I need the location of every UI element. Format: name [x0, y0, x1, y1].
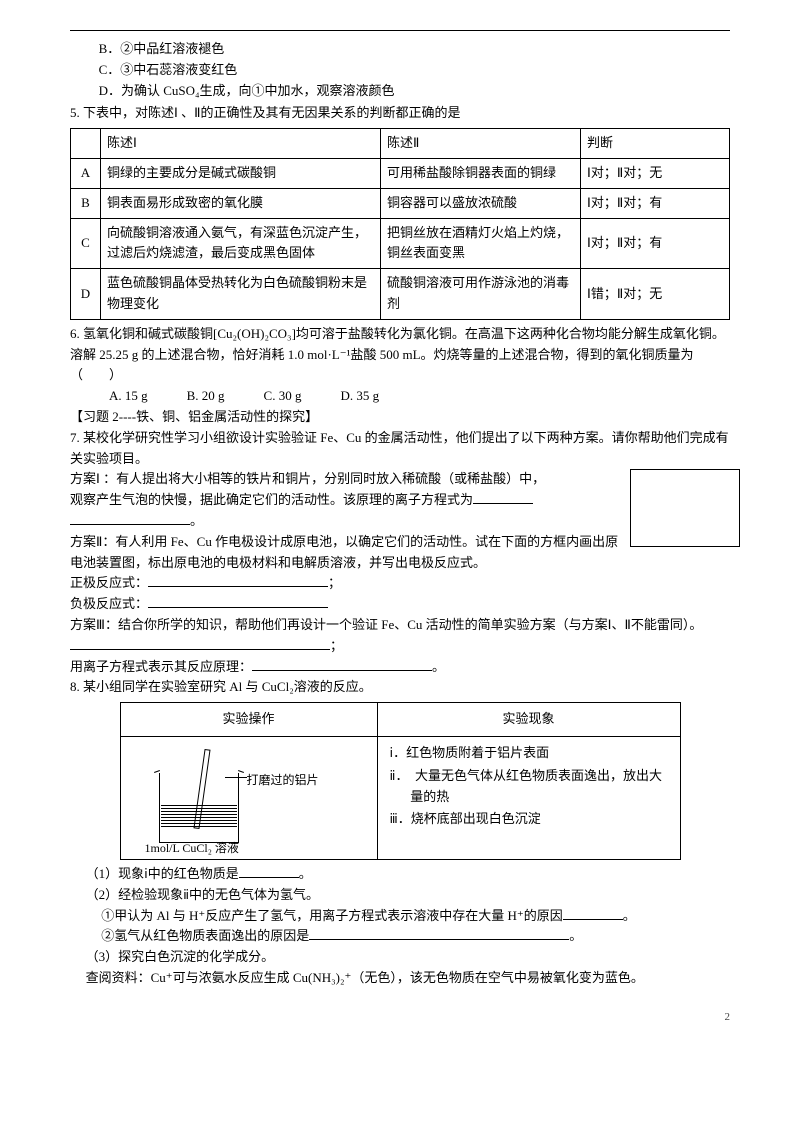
q5-stem: 5. 下表中，对陈述Ⅰ 、Ⅱ的正确性及其有无因果关系的判断都正确的是 — [70, 103, 730, 124]
row-letter: A — [71, 158, 101, 188]
q8-phenomena-cell: ⅰ．红色物质附着于铝片表面 ⅱ． 大量无色气体从红色物质表面逸出，放出大量的热 … — [377, 736, 680, 859]
q7-pos-label: 正极反应式： — [70, 575, 148, 590]
th-s1: 陈述Ⅰ — [101, 129, 381, 159]
blank — [563, 919, 623, 920]
solution-label: 1mol/L CuCl₂ 溶液 — [145, 839, 239, 858]
q7-plan3-blank: ； — [70, 636, 730, 657]
liquid-hatch — [161, 805, 237, 829]
beaker-diagram: 打磨过的铝片 1mol/L CuCl₂ 溶液 — [129, 743, 369, 853]
blank — [239, 877, 299, 878]
period: 。 — [569, 928, 582, 943]
blank — [148, 586, 328, 587]
phen-3: ⅲ．烧杯底部出现白色沉淀 — [390, 809, 672, 830]
blank — [148, 607, 328, 608]
row-s1: 蓝色硫酸铜晶体受热转化为白色硫酸铜粉末是物理变化 — [101, 269, 381, 320]
q4-opt-b: B．②中品红溶液褪色 — [99, 39, 730, 60]
blank — [473, 503, 533, 504]
q6-choices: A. 15 g B. 20 g C. 30 g D. 35 g — [70, 386, 730, 407]
row-judge: Ⅰ错；Ⅱ对；无 — [581, 269, 730, 320]
q7-positive: 正极反应式： ； — [70, 573, 730, 594]
blank — [70, 524, 190, 525]
th-blank — [71, 129, 101, 159]
row-judge: Ⅰ对；Ⅱ对；有 — [581, 188, 730, 218]
q8-sub2a-text: ①甲认为 Al 与 H⁺反应产生了氢气，用离子方程式表示溶液中存在大量 H⁺的原… — [101, 908, 563, 923]
row-letter: C — [71, 218, 101, 269]
q7-negative: 负极反应式： — [70, 594, 730, 615]
table-row: B 铜表面易形成致密的氧化膜 铜容器可以盛放浓硫酸 Ⅰ对；Ⅱ对；有 — [71, 188, 730, 218]
q7-plan3-a: 方案Ⅲ：结合你所学的知识，帮助他们再设计一个验证 Fe、Cu 活动性的简单实验方… — [70, 615, 730, 636]
table-header-row: 陈述Ⅰ 陈述Ⅱ 判断 — [71, 129, 730, 159]
q5-table: 陈述Ⅰ 陈述Ⅱ 判断 A 铜绿的主要成分是碱式碳酸铜 可用稀盐酸除铜器表面的铜绿… — [70, 128, 730, 320]
q8-sub3-info: 查阅资料：Cu⁺可与浓氨水反应生成 Cu(NH₃)₂⁺（无色），该无色物质在空气… — [70, 968, 730, 989]
table-row: 打磨过的铝片 1mol/L CuCl₂ 溶液 ⅰ．红色物质附着于铝片表面 ⅱ． … — [120, 736, 680, 859]
blank — [309, 939, 569, 940]
row-s1: 铜表面易形成致密的氧化膜 — [101, 188, 381, 218]
semicolon: ； — [330, 638, 343, 653]
period: 。 — [190, 513, 203, 528]
q8-sub2b: ②氢气从红色物质表面逸出的原因是 。 — [70, 926, 730, 947]
q8-operation-cell: 打磨过的铝片 1mol/L CuCl₂ 溶液 — [120, 736, 377, 859]
q7-neg-label: 负极反应式： — [70, 596, 148, 611]
period: 。 — [432, 659, 445, 674]
top-rule — [70, 30, 730, 31]
q8-sub2a: ①甲认为 Al 与 H⁺反应产生了氢气，用离子方程式表示溶液中存在大量 H⁺的原… — [70, 906, 730, 927]
row-s1: 铜绿的主要成分是碱式碳酸铜 — [101, 158, 381, 188]
period: 。 — [299, 866, 312, 881]
q4-opt-c: C．③中石蕊溶液变红色 — [99, 60, 730, 81]
q6-stem: 6. 氢氧化铜和碱式碳酸铜[Cu₂(OH)₂CO₃]均可溶于盐酸转化为氯化铜。在… — [70, 324, 730, 386]
phen-2: ⅱ． 大量无色气体从红色物质表面逸出，放出大量的热 — [390, 766, 672, 808]
q8-table: 实验操作 实验现象 打磨过的铝片 1mol/L CuCl₂ 溶液 — [120, 702, 681, 860]
q8-th2: 实验现象 — [377, 703, 680, 737]
q7-plan1-b-text: 观察产生气泡的快慢，据此确定它们的活动性。该原理的离子方程式为 — [70, 492, 473, 507]
row-letter: B — [71, 188, 101, 218]
q8-sub1-text: （1）现象ⅰ中的红色物质是 — [86, 866, 239, 881]
row-s2: 可用稀盐酸除铜器表面的铜绿 — [381, 158, 581, 188]
row-judge: Ⅰ对；Ⅱ对；无 — [581, 158, 730, 188]
row-s2: 铜容器可以盛放浓硫酸 — [381, 188, 581, 218]
al-label: 打磨过的铝片 — [247, 771, 319, 790]
q4-options: B．②中品红溶液褪色 C．③中石蕊溶液变红色 D．为确认 CuSO₄生成，向①中… — [70, 39, 730, 101]
row-judge: Ⅰ对；Ⅱ对；有 — [581, 218, 730, 269]
page-number: 2 — [70, 1009, 730, 1027]
row-s2: 把铜丝放在酒精灯火焰上灼烧，铜丝表面变黑 — [381, 218, 581, 269]
liquid — [161, 805, 237, 841]
arrow-line — [225, 777, 247, 778]
semicolon: ； — [328, 575, 341, 590]
table-header-row: 实验操作 实验现象 — [120, 703, 680, 737]
row-s1: 向硫酸铜溶液通入氨气，有深蓝色沉淀产生，过滤后灼烧滤渣，最后变成黑色固体 — [101, 218, 381, 269]
row-s2: 硫酸铜溶液可用作游泳池的消毒剂 — [381, 269, 581, 320]
q7-stem: 7. 某校化学研究性学习小组欲设计实验验证 Fe、Cu 的金属活动性，他们提出了… — [70, 428, 730, 470]
q8-sub2: （2）经检验现象ⅱ中的无色气体为氢气。 — [70, 885, 730, 906]
th-s2: 陈述Ⅱ — [381, 129, 581, 159]
phen-1: ⅰ．红色物质附着于铝片表面 — [390, 743, 672, 764]
q4-opt-d: D．为确认 CuSO₄生成，向①中加水，观察溶液颜色 — [99, 81, 730, 102]
q7-plan1-wrap: 方案Ⅰ ：有人提出将大小相等的铁片和铜片，分别同时放入稀硫酸（或稀盐酸）中， 观… — [70, 469, 730, 573]
q7-ionic-label: 用离子方程式表示其反应原理： — [70, 659, 252, 674]
q8-sub2b-text: ②氢气从红色物质表面逸出的原因是 — [101, 928, 309, 943]
row-letter: D — [71, 269, 101, 320]
table-row: D 蓝色硫酸铜晶体受热转化为白色硫酸铜粉末是物理变化 硫酸铜溶液可用作游泳池的消… — [71, 269, 730, 320]
q7-diagram-box — [630, 469, 740, 547]
q7-ionic: 用离子方程式表示其反应原理： 。 — [70, 657, 730, 678]
q8-sub1: （1）现象ⅰ中的红色物质是 。 — [70, 864, 730, 885]
blank — [70, 649, 330, 650]
q8-sub3: （3）探究白色沉淀的化学成分。 — [70, 947, 730, 968]
th-judge: 判断 — [581, 129, 730, 159]
phenomena-list: ⅰ．红色物质附着于铝片表面 ⅱ． 大量无色气体从红色物质表面逸出，放出大量的热 … — [386, 743, 672, 830]
table-row: C 向硫酸铜溶液通入氨气，有深蓝色沉淀产生，过滤后灼烧滤渣，最后变成黑色固体 把… — [71, 218, 730, 269]
exercise2-title: 【习题 2----铁、铜、铝金属活动性的探究】 — [70, 407, 730, 428]
period: 。 — [623, 908, 636, 923]
q8-th1: 实验操作 — [120, 703, 377, 737]
table-row: A 铜绿的主要成分是碱式碳酸铜 可用稀盐酸除铜器表面的铜绿 Ⅰ对；Ⅱ对；无 — [71, 158, 730, 188]
q8-stem: 8. 某小组同学在实验室研究 Al 与 CuCl₂溶液的反应。 — [70, 677, 730, 698]
blank — [252, 670, 432, 671]
